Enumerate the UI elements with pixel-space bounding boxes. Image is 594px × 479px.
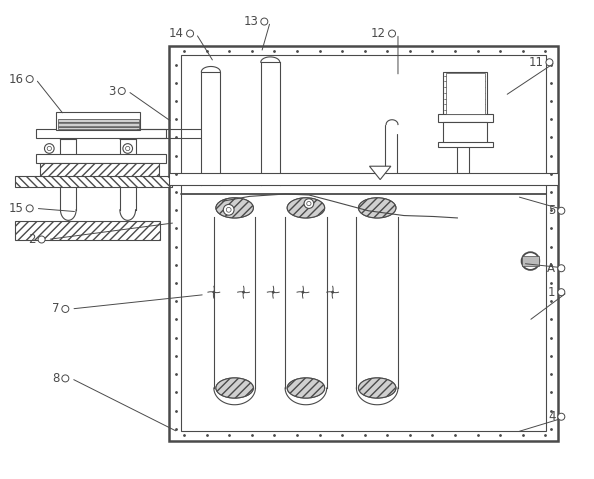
Text: 2: 2 [28,233,36,246]
Polygon shape [369,166,391,180]
Circle shape [26,76,33,82]
Bar [443,72,487,115]
Circle shape [242,291,245,293]
Text: 1: 1 [548,285,555,299]
Circle shape [187,30,194,37]
Ellipse shape [287,378,324,398]
Circle shape [558,265,565,272]
Ellipse shape [287,198,324,218]
Circle shape [45,144,54,153]
Bar [58,119,139,129]
Ellipse shape [358,198,396,218]
Bar [15,221,160,240]
Circle shape [118,88,125,94]
Text: 11: 11 [529,56,544,69]
Text: 12: 12 [371,27,386,40]
Bar [438,114,493,122]
Circle shape [388,30,396,37]
Text: 15: 15 [9,202,24,215]
Text: 4: 4 [548,410,555,423]
Bar [438,142,493,147]
Circle shape [62,306,69,312]
Circle shape [223,205,234,215]
Bar [169,173,558,185]
Bar [40,163,159,177]
Circle shape [261,18,268,25]
Circle shape [558,289,565,296]
Bar [15,176,172,187]
Circle shape [47,147,52,150]
Circle shape [38,236,45,243]
Text: 7: 7 [52,302,59,316]
Circle shape [546,59,553,66]
Ellipse shape [287,378,324,398]
Ellipse shape [358,198,396,218]
Circle shape [522,252,539,270]
Circle shape [123,144,132,153]
Circle shape [558,413,565,420]
Circle shape [62,375,69,382]
Bar [522,256,539,266]
Circle shape [558,207,565,214]
Circle shape [304,199,314,208]
Text: 14: 14 [169,27,184,40]
Circle shape [226,207,231,212]
Bar [181,55,546,431]
Ellipse shape [216,378,254,398]
Circle shape [125,147,130,150]
Text: 8: 8 [52,372,59,385]
Bar [36,154,166,163]
Circle shape [331,291,334,293]
Text: 13: 13 [244,15,258,28]
Ellipse shape [216,378,254,398]
Circle shape [26,205,33,212]
Ellipse shape [216,198,254,218]
Ellipse shape [358,378,396,398]
Text: A: A [548,262,555,275]
Bar [56,112,140,130]
Ellipse shape [216,198,254,218]
Text: 16: 16 [9,72,24,86]
Text: 3: 3 [109,84,116,98]
Circle shape [213,291,215,293]
Circle shape [272,291,274,293]
Circle shape [302,291,304,293]
Bar [36,129,166,138]
Text: 5: 5 [548,204,555,217]
Ellipse shape [287,198,324,218]
Bar [446,73,485,114]
Bar [443,122,487,144]
Circle shape [307,202,311,205]
Ellipse shape [358,378,396,398]
Bar [169,46,558,441]
